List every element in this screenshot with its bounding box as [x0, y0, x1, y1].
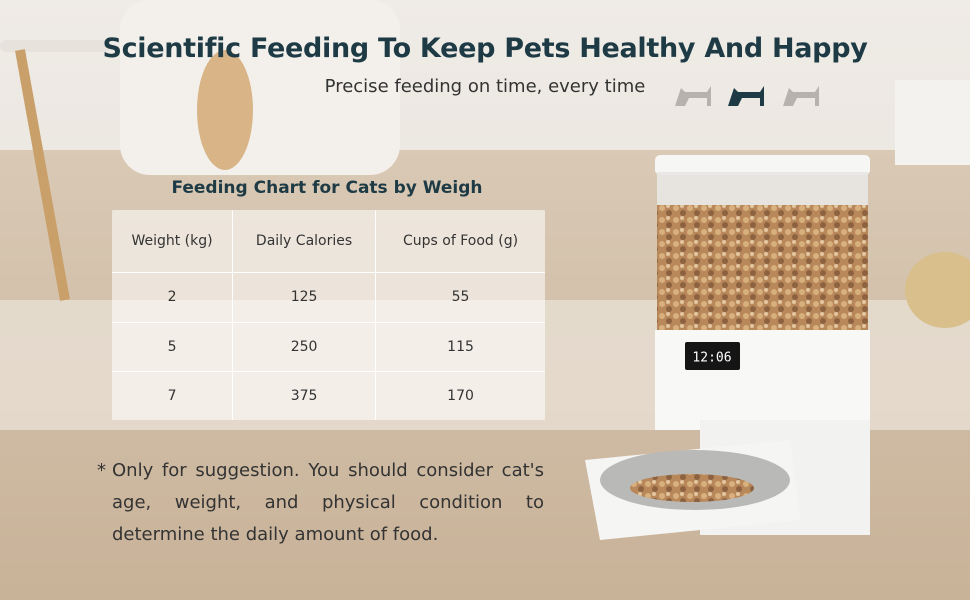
- table-title: Feeding Chart for Cats by Weigh: [171, 178, 483, 198]
- feeder: [585, 155, 870, 540]
- column-header: Weight (kg): [112, 210, 234, 273]
- feeding-table: Weight (kg) Daily Calories Cups of Food …: [112, 210, 545, 420]
- cell: 375: [232, 371, 377, 420]
- column-header: Daily Calories: [232, 210, 377, 273]
- cell: 2: [112, 272, 234, 323]
- note-text: Only for suggestion. You should consider…: [112, 460, 544, 545]
- display-time: 12:06: [692, 351, 731, 366]
- header-row: Weight (kg) Daily Calories Cups of Food …: [112, 210, 545, 273]
- cell: 170: [447, 388, 474, 405]
- cell: 125: [232, 272, 377, 323]
- column-header: Cups of Food (g): [375, 210, 545, 273]
- cell: 250: [232, 322, 377, 373]
- cell: 7: [112, 371, 234, 420]
- headline: Scientific Feeding To Keep Pets Healthy …: [102, 33, 868, 64]
- subtitle: Precise feeding on time, every time: [324, 76, 646, 97]
- table-row: 5 250 115: [112, 322, 545, 373]
- cell: 115: [375, 322, 545, 373]
- cell: 5: [112, 322, 234, 373]
- cell: 55: [375, 272, 545, 323]
- cat-icons: [675, 86, 819, 106]
- table-row: 7 375 170: [112, 371, 545, 420]
- note-marker: *: [97, 460, 106, 481]
- table-row: 2 125 55: [112, 272, 545, 323]
